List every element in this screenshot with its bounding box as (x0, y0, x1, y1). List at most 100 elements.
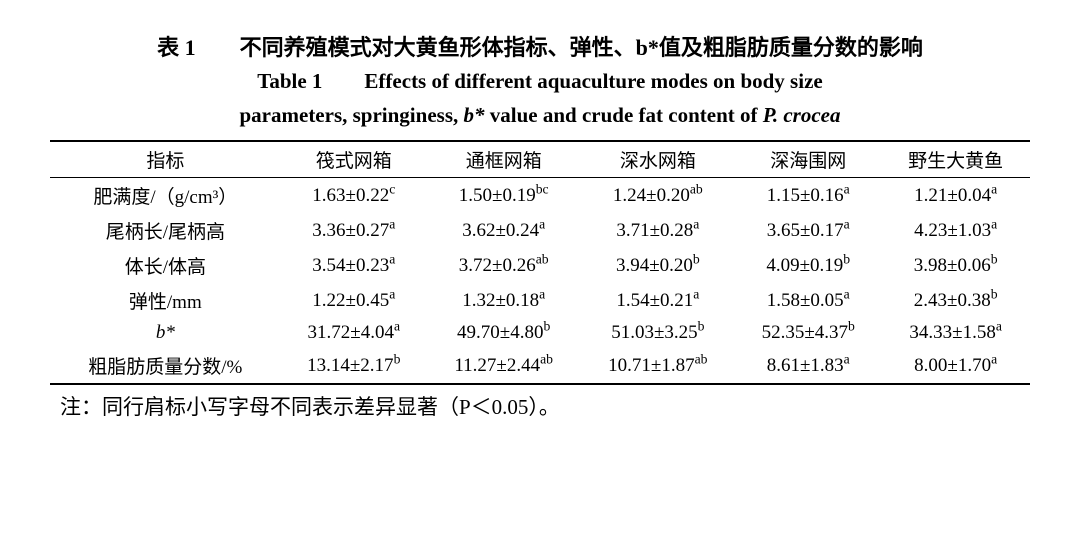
cell-value: 11.27±2.44 (454, 355, 540, 376)
data-cell: 10.71±1.87ab (581, 348, 736, 384)
data-cell: 52.35±4.37b (735, 318, 881, 348)
cell-superscript: ab (536, 252, 549, 267)
data-cell: 1.24±0.20ab (581, 178, 736, 214)
caption-en2-mid: value and crude fat content of (485, 103, 763, 127)
col-header-5: 野生大黄鱼 (881, 141, 1030, 178)
cell-value: 4.23±1.03 (914, 220, 991, 241)
data-cell: 3.54±0.23a (281, 248, 427, 283)
table-row: 体长/体高3.54±0.23a3.72±0.26ab3.94±0.20b4.09… (50, 248, 1030, 283)
caption-species: P. crocea (763, 103, 841, 127)
cell-superscript: ab (540, 352, 553, 367)
cell-superscript: a (389, 287, 395, 302)
data-cell: 49.70±4.80b (427, 318, 581, 348)
cell-superscript: a (389, 217, 395, 232)
data-cell: 3.62±0.24a (427, 213, 581, 248)
data-cell: 1.22±0.45a (281, 283, 427, 318)
cell-value: 31.72±4.04 (308, 322, 394, 343)
cell-superscript: a (844, 352, 850, 367)
cell-value: 1.63±0.22 (312, 185, 389, 206)
cell-superscript: a (539, 217, 545, 232)
data-cell: 3.94±0.20b (581, 248, 736, 283)
cell-superscript: a (991, 352, 997, 367)
cell-superscript: b (693, 252, 700, 267)
caption-en2-pre: parameters, springiness, (240, 103, 464, 127)
cell-superscript: b (394, 352, 401, 367)
data-cell: 1.63±0.22c (281, 178, 427, 214)
col-header-0: 指标 (50, 141, 281, 178)
col-header-3: 深水网箱 (581, 141, 736, 178)
cell-superscript: a (844, 182, 850, 197)
cell-superscript: b (848, 319, 855, 334)
data-cell: 3.98±0.06b (881, 248, 1030, 283)
data-table: 指标 筏式网箱 通框网箱 深水网箱 深海围网 野生大黄鱼 肥满度/（g/cm³）… (50, 140, 1030, 385)
table-row: 肥满度/（g/cm³）1.63±0.22c 1.50±0.19bc 1.24±0.2… (50, 178, 1030, 214)
data-cell: 2.43±0.38b (881, 283, 1030, 318)
table-row: 尾柄长/尾柄高3.36±0.27a3.62±0.24a3.71±0.28a3.6… (50, 213, 1030, 248)
cell-value: 3.62±0.24 (462, 220, 539, 241)
cell-superscript: bc (536, 182, 549, 197)
cell-value: 4.09±0.19 (766, 255, 843, 276)
table-caption: 表 1 不同养殖模式对大黄鱼形体指标、弹性、b*值及粗脂肪质量分数的影响 Tab… (50, 30, 1030, 132)
row-indicator: 尾柄长/尾柄高 (50, 213, 281, 248)
cell-superscript: b (843, 252, 850, 267)
caption-line-en-1: Table 1 Effects of different aquaculture… (50, 65, 1030, 99)
row-indicator: b* (50, 318, 281, 348)
caption-bstar: b* (464, 103, 485, 127)
data-cell: 51.03±3.25b (581, 318, 736, 348)
cell-value: 1.50±0.19 (459, 185, 536, 206)
cell-value: 3.94±0.20 (616, 255, 693, 276)
cell-value: 13.14±2.17 (307, 355, 393, 376)
data-cell: 3.65±0.17a (735, 213, 881, 248)
table-header-row: 指标 筏式网箱 通框网箱 深水网箱 深海围网 野生大黄鱼 (50, 141, 1030, 178)
cell-value: 34.33±1.58 (909, 322, 995, 343)
data-cell: 4.09±0.19b (735, 248, 881, 283)
cell-superscript: a (389, 252, 395, 267)
table-body: 肥满度/（g/cm³）1.63±0.22c 1.50±0.19bc 1.24±0.2… (50, 178, 1030, 385)
data-cell: 4.23±1.03a (881, 213, 1030, 248)
data-cell: 13.14±2.17b (281, 348, 427, 384)
footnote-text: 注：同行肩标小写字母不同表示差异显著（P＜0.05）。 (60, 395, 560, 419)
row-indicator: 肥满度/（g/cm³） (50, 178, 281, 214)
table-row: 粗脂肪质量分数/%13.14±2.17b11.27±2.44ab10.71±1.… (50, 348, 1030, 384)
cell-superscript: a (693, 287, 699, 302)
data-cell: 8.61±1.83a (735, 348, 881, 384)
cell-superscript: b (991, 252, 998, 267)
cell-superscript: b (698, 319, 705, 334)
row-indicator: 粗脂肪质量分数/% (50, 348, 281, 384)
cell-value: 3.98±0.06 (914, 255, 991, 276)
cell-value: 10.71±1.87 (608, 355, 694, 376)
data-cell: 3.71±0.28a (581, 213, 736, 248)
cell-superscript: b (991, 287, 998, 302)
caption-line-cn: 表 1 不同养殖模式对大黄鱼形体指标、弹性、b*值及粗脂肪质量分数的影响 (50, 30, 1030, 65)
data-cell: 1.32±0.18a (427, 283, 581, 318)
data-cell: 1.54±0.21a (581, 283, 736, 318)
table-footnote: 注：同行肩标小写字母不同表示差异显著（P＜0.05）。 (50, 391, 1030, 421)
cell-value: 8.00±1.70 (914, 355, 991, 376)
data-cell: 1.15±0.16a (735, 178, 881, 214)
data-cell: 1.21±0.04a (881, 178, 1030, 214)
cell-value: 51.03±3.25 (611, 322, 697, 343)
cell-superscript: a (844, 287, 850, 302)
cell-value: 49.70±4.80 (457, 322, 543, 343)
cell-superscript: a (693, 217, 699, 232)
cell-value: 1.22±0.45 (312, 290, 389, 311)
cell-value: 3.71±0.28 (616, 220, 693, 241)
row-indicator: 体长/体高 (50, 248, 281, 283)
cell-value: 3.36±0.27 (312, 220, 389, 241)
cell-superscript: a (539, 287, 545, 302)
col-header-2: 通框网箱 (427, 141, 581, 178)
data-cell: 8.00±1.70a (881, 348, 1030, 384)
cell-superscript: ab (695, 352, 708, 367)
cell-value: 1.32±0.18 (462, 290, 539, 311)
data-cell: 3.36±0.27a (281, 213, 427, 248)
cell-value: 1.21±0.04 (914, 185, 991, 206)
table-row: b*31.72±4.04a49.70±4.80b51.03±3.25b52.35… (50, 318, 1030, 348)
data-cell: 31.72±4.04a (281, 318, 427, 348)
cell-superscript: a (844, 217, 850, 232)
table-row: 弹性/mm1.22±0.45a1.32±0.18a1.54±0.21a1.58±… (50, 283, 1030, 318)
col-header-4: 深海围网 (735, 141, 881, 178)
cell-value: 3.54±0.23 (312, 255, 389, 276)
cell-superscript: b (543, 319, 550, 334)
cell-value: 3.72±0.26 (459, 255, 536, 276)
cell-value: 1.54±0.21 (616, 290, 693, 311)
